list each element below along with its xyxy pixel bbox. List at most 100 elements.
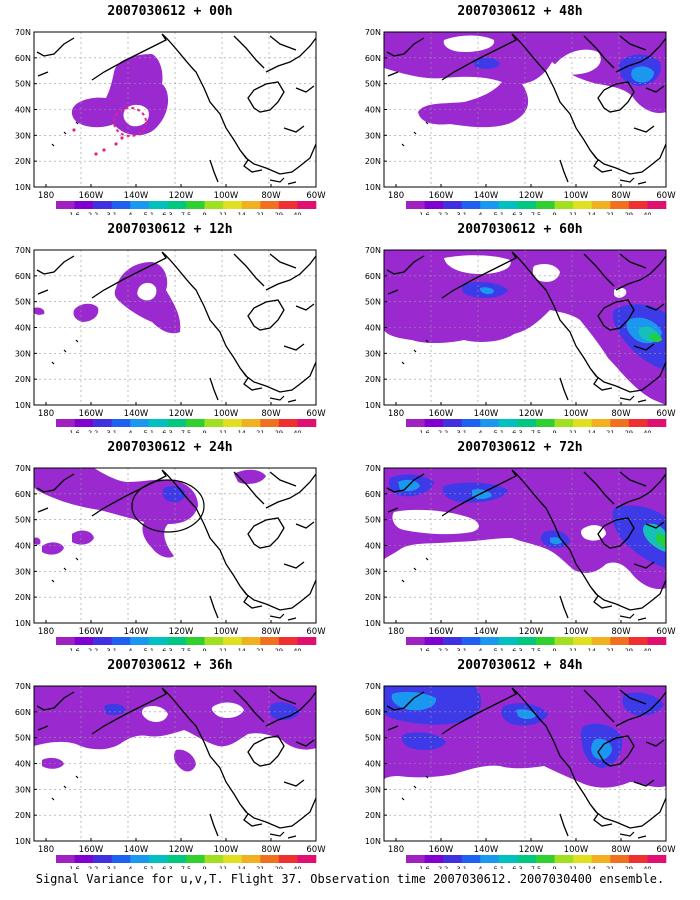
colorbar-swatch (628, 419, 648, 427)
colorbar-swatch (406, 419, 425, 427)
colorbar-label: 9 (203, 865, 207, 869)
colorbar-swatch (56, 637, 75, 645)
colorbar-swatch (204, 419, 224, 427)
colorbar-swatch (204, 855, 224, 863)
lon-tick-label: 120W (169, 409, 194, 419)
colorbar-swatch (536, 201, 555, 209)
lat-tick-label: 50N (15, 734, 31, 743)
colorbar-swatch (517, 201, 537, 209)
colorbar-label: 40 (643, 647, 651, 651)
lon-tick-label: 120W (519, 191, 544, 201)
lon-tick-label: 100W (214, 627, 239, 637)
colorbar-label: 14 (238, 865, 246, 869)
colorbar-swatch (424, 855, 444, 863)
colorbar-label: 3.1 (457, 211, 467, 215)
variance-region (123, 104, 149, 127)
colorbar-label: 9 (203, 647, 207, 651)
lon-tick-label: 120W (519, 627, 544, 637)
lat-tick-label: 20N (15, 593, 31, 602)
map-panel: 2007030612 + 48h 70N 60N 50N 40N 30N 20N 10N 180… (350, 0, 690, 215)
lon-tick-label: 80W (261, 191, 281, 201)
colorbar-label: 2.2 (438, 647, 448, 651)
colorbar-swatch (591, 637, 611, 645)
colorbar-label: 3.1 (107, 865, 117, 869)
colorbar-label: 14 (588, 865, 596, 869)
colorbar-label: 7.5 (181, 429, 191, 433)
colorbar-swatch (278, 201, 298, 209)
colorbar-swatch (111, 637, 131, 645)
colorbar-swatch (260, 855, 280, 863)
lat-tick-label: 70N (365, 682, 381, 691)
colorbar-label: 7.5 (181, 647, 191, 651)
lon-tick-label: 180 (38, 409, 54, 419)
lon-tick-label: 140W (124, 409, 149, 419)
lon-tick-label: 140W (124, 627, 149, 637)
lat-tick-label: 50N (15, 298, 31, 307)
colorbar-label: 29 (275, 647, 283, 651)
colorbar-label: 3.1 (457, 865, 467, 869)
colorbar-label: 7.5 (531, 647, 541, 651)
colorbar-label: 4 (478, 429, 482, 433)
colorbar-label: 2.2 (438, 429, 448, 433)
lon-tick-label: 80W (611, 409, 631, 419)
map-panel: 2007030612 + 84h 70N 60N 50N 40N 30N 20N 10N 180… (350, 654, 690, 869)
colorbar-swatch (498, 201, 518, 209)
map-panel: 2007030612 + 00h 70N 60N 50N 40N 30N 20N 10N 180… (0, 0, 340, 215)
lon-tick-label: 140W (474, 409, 499, 419)
panel-title: 2007030612 + 60h (457, 222, 583, 237)
variance-region (42, 542, 64, 555)
lon-tick-label: 100W (564, 845, 589, 855)
coastline (36, 33, 316, 183)
colorbar-swatch (610, 201, 630, 209)
colorbar-swatch (461, 855, 481, 863)
map-canvas: 70N 60N 50N 40N 30N 20N 10N 180 160W 140W 120W 100W… (365, 682, 676, 869)
variance-region (554, 49, 601, 75)
lat-tick-label: 70N (15, 682, 31, 691)
colorbar-label: 9 (553, 865, 557, 869)
lon-tick-label: 160W (79, 409, 104, 419)
colorbar-label: 5.1 (494, 211, 504, 215)
colorbar-swatch (554, 419, 574, 427)
colorbar-swatch (554, 855, 574, 863)
map-panel: 2007030612 + 36h 70N 60N 50N 40N 30N 20N 10N 180… (0, 654, 340, 869)
lat-tick-label: 30N (365, 785, 381, 794)
lon-tick-label: 160W (79, 191, 104, 201)
lon-tick-label: 140W (474, 845, 499, 855)
colorbar-swatch (241, 637, 261, 645)
variance-region (402, 732, 446, 750)
lon-tick-label: 60W (656, 627, 676, 637)
variance-region (173, 749, 196, 772)
colorbar-swatch (443, 419, 463, 427)
panel-title: 2007030612 + 72h (457, 440, 583, 455)
colorbar-swatch (480, 637, 500, 645)
colorbar-label: 3.1 (107, 647, 117, 651)
colorbar-label: 2.2 (88, 865, 98, 869)
colorbar-swatch (148, 419, 168, 427)
colorbar-label: 7.5 (531, 429, 541, 433)
colorbar-label: 4 (478, 211, 482, 215)
coastline (36, 251, 316, 401)
colorbar-swatch (647, 201, 667, 209)
colorbar-swatch (591, 201, 611, 209)
colorbar-label: 21 (606, 865, 614, 869)
colorbar-swatch (461, 419, 481, 427)
colorbar-swatch (241, 855, 261, 863)
lon-tick-label: 80W (261, 845, 281, 855)
variance-region (34, 537, 41, 545)
colorbar-swatch (74, 201, 94, 209)
coastline (386, 469, 666, 619)
lon-tick-label: 60W (306, 845, 326, 855)
colorbar-swatch (148, 201, 168, 209)
colorbar-label: 14 (588, 211, 596, 215)
colorbar-label: 29 (275, 429, 283, 433)
variance-region (137, 282, 157, 301)
colorbar-swatch (443, 201, 463, 209)
colorbar-label: 5.1 (494, 429, 504, 433)
colorbar-label: 11 (569, 865, 577, 869)
map-panel: 2007030612 + 24h 70N 60N 50N 40N 30N 20N 10N 180… (0, 436, 340, 651)
variance-region (269, 702, 300, 720)
lon-tick-label: 160W (79, 845, 104, 855)
map-canvas: 70N 60N 50N 40N 30N 20N 10N 180 160W 140W 120W 100W… (365, 28, 676, 215)
colorbar-label: 9 (553, 429, 557, 433)
lon-tick-label: 100W (564, 627, 589, 637)
